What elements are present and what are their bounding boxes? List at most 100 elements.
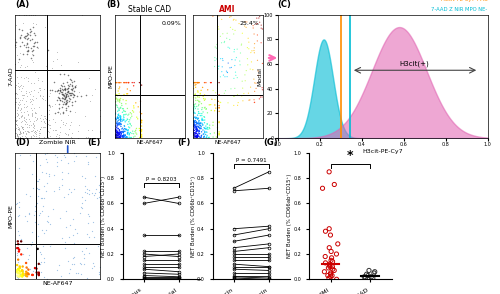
Point <box>198 129 205 134</box>
Point <box>70 262 78 266</box>
Point <box>26 116 34 121</box>
Point <box>112 128 120 133</box>
Point <box>23 31 31 36</box>
Point <box>131 134 139 138</box>
Point <box>211 45 219 49</box>
Point <box>125 119 133 124</box>
Point <box>334 242 342 246</box>
Point <box>210 64 218 69</box>
Point <box>115 80 123 85</box>
Point <box>114 88 122 93</box>
Point <box>86 251 94 255</box>
Point <box>116 132 124 137</box>
Point <box>56 91 64 95</box>
Point <box>12 119 20 123</box>
Point <box>215 93 223 97</box>
Point <box>25 124 33 129</box>
Point <box>189 80 197 85</box>
Point <box>58 96 66 101</box>
Point <box>22 273 30 278</box>
Point <box>12 136 20 140</box>
Point <box>17 107 25 112</box>
Point <box>190 103 198 108</box>
Point <box>34 233 42 238</box>
Point <box>41 124 49 129</box>
Point <box>58 84 66 88</box>
Point <box>192 96 200 100</box>
Point <box>40 260 48 264</box>
Point <box>190 119 198 123</box>
Point <box>60 153 68 157</box>
Point <box>190 118 198 123</box>
Point <box>112 129 120 133</box>
Point <box>193 127 201 131</box>
Point <box>64 191 72 196</box>
Point <box>63 79 71 84</box>
Point <box>28 49 36 54</box>
Point <box>13 133 21 138</box>
Point <box>20 51 28 56</box>
Point <box>199 94 207 99</box>
Point <box>244 45 252 50</box>
Point <box>195 122 203 126</box>
Point <box>96 114 104 119</box>
Point <box>190 127 198 132</box>
Point <box>188 119 196 123</box>
Point <box>28 36 36 41</box>
Point <box>22 192 30 197</box>
Point <box>53 50 61 54</box>
Point <box>116 135 124 139</box>
Point <box>16 130 24 135</box>
Point <box>219 58 227 63</box>
Point <box>38 243 46 248</box>
Point <box>20 110 28 114</box>
Point <box>112 135 120 140</box>
Point <box>128 131 136 136</box>
Point <box>114 130 122 135</box>
Point <box>96 130 104 135</box>
Point <box>26 133 34 138</box>
Point <box>70 158 78 163</box>
Point <box>88 260 96 265</box>
Point <box>242 68 250 73</box>
Point <box>224 70 232 75</box>
Point <box>16 64 24 69</box>
X-axis label: Zombie NIR: Zombie NIR <box>39 140 76 145</box>
Point <box>36 131 44 136</box>
Point <box>21 214 29 218</box>
Point <box>60 93 68 98</box>
Point <box>115 135 123 139</box>
Point <box>189 133 197 138</box>
Point <box>16 128 24 133</box>
Point <box>124 113 132 118</box>
Text: (A): (A) <box>15 0 29 9</box>
Point <box>54 109 62 114</box>
Point <box>64 89 72 94</box>
Y-axis label: NET Burden (% CD66ab⁺CD15⁺): NET Burden (% CD66ab⁺CD15⁺) <box>287 174 292 258</box>
Point <box>192 129 200 134</box>
Point <box>195 128 203 133</box>
Point <box>116 135 124 140</box>
Point <box>207 108 215 113</box>
Point <box>66 91 74 95</box>
Point <box>136 126 143 131</box>
Point <box>114 131 122 136</box>
Point <box>30 80 38 85</box>
Point <box>58 92 66 96</box>
Point <box>116 136 124 141</box>
Point <box>126 130 134 135</box>
Point <box>204 135 212 140</box>
Point <box>136 128 144 133</box>
Point <box>193 125 201 130</box>
Point <box>188 121 196 126</box>
Point <box>202 126 210 131</box>
Point <box>14 239 22 244</box>
Point <box>62 99 70 103</box>
Point <box>191 133 199 137</box>
Point <box>12 85 20 90</box>
Point <box>14 242 22 246</box>
Point <box>13 263 21 268</box>
Point <box>70 186 78 191</box>
Point <box>198 123 206 127</box>
Point <box>120 80 128 85</box>
